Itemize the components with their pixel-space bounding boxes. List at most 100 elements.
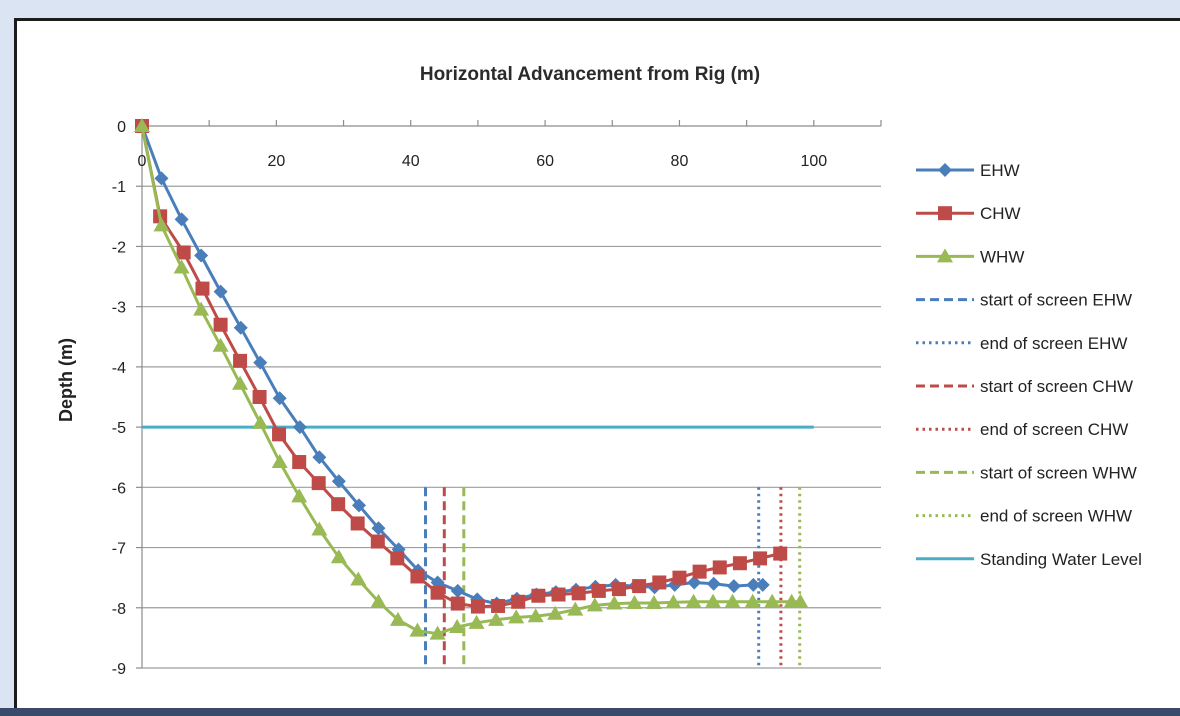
y-tick-label: 0 xyxy=(117,119,126,136)
data-point-ehw xyxy=(292,420,307,435)
data-point-chw xyxy=(692,564,707,579)
chart-title: Horizontal Advancement from Rig (m) xyxy=(420,64,760,85)
data-point-whw xyxy=(586,597,603,612)
y-tick-labels: 0 -1 -2 -3 -4 -5 -6 -7 -8 -9 xyxy=(112,119,126,678)
data-point-ehw xyxy=(755,577,770,592)
data-point-whw xyxy=(330,549,347,564)
y-tick-label: -2 xyxy=(112,239,126,256)
legend-marker-chw xyxy=(938,206,952,221)
y-tick-label: -4 xyxy=(112,360,126,377)
legend: EHW CHW WHW start of screen EHW end of scree… xyxy=(916,161,1142,569)
legend-label-whw: WHW xyxy=(980,247,1024,266)
legend-entry-chw: CHW xyxy=(916,204,1021,223)
legend-label-chw: CHW xyxy=(980,204,1021,223)
data-point-ehw xyxy=(213,284,228,299)
data-point-ehw xyxy=(272,391,287,406)
legend-entry-whw: WHW xyxy=(916,247,1024,266)
data-point-whw xyxy=(193,301,210,316)
legend-label-start-of-screen-whw: start of screen WHW xyxy=(980,463,1137,482)
data-point-chw xyxy=(753,551,768,566)
data-point-chw xyxy=(591,583,606,598)
data-point-whw xyxy=(744,593,761,608)
x-tick-label: 80 xyxy=(671,153,689,170)
x-tick-label: 100 xyxy=(800,153,827,170)
grid-lines xyxy=(136,120,882,669)
data-point-ehw xyxy=(726,579,741,594)
data-point-whw xyxy=(527,608,544,623)
data-point-chw xyxy=(712,560,727,575)
data-point-ehw xyxy=(746,577,761,592)
data-point-chw xyxy=(252,390,267,404)
data-point-whw xyxy=(134,118,150,132)
data-point-ehw xyxy=(331,474,346,489)
y-axis-label: Depth (m) xyxy=(56,338,76,422)
data-point-whw xyxy=(606,595,623,610)
y-tick-label: -7 xyxy=(112,541,126,558)
data-point-whw xyxy=(232,375,249,390)
legend-marker-ehw xyxy=(938,163,952,177)
data-point-chw xyxy=(491,598,506,613)
series-layer xyxy=(134,118,814,668)
data-point-whw xyxy=(547,605,564,620)
data-point-ehw xyxy=(253,355,268,370)
data-point-whw xyxy=(311,521,328,536)
series-chw xyxy=(135,119,788,614)
data-point-chw xyxy=(632,579,647,594)
data-point-chw xyxy=(292,455,307,470)
legend-label-start-of-screen-chw: start of screen CHW xyxy=(980,377,1133,396)
legend-label-end-of-screen-chw: end of screen CHW xyxy=(980,420,1128,439)
series-whw xyxy=(134,118,809,640)
data-point-whw xyxy=(409,622,426,637)
data-point-chw xyxy=(531,588,546,603)
data-point-whw xyxy=(291,488,308,503)
data-point-chw xyxy=(611,582,626,597)
x-tick-label: 20 xyxy=(267,153,285,170)
data-point-whw xyxy=(705,593,722,608)
legend-label-ehw: EHW xyxy=(980,161,1020,180)
window-bottom-strip xyxy=(0,708,1180,716)
data-point-ehw xyxy=(351,498,366,513)
data-point-ehw xyxy=(706,576,721,591)
data-point-whw xyxy=(792,593,809,608)
legend-entry-ehw: EHW xyxy=(916,161,1020,180)
data-point-ehw xyxy=(450,583,465,598)
legend-entry-end-of-screen-ehw: end of screen EHW xyxy=(916,334,1127,353)
data-point-chw xyxy=(410,569,425,584)
data-point-whw xyxy=(153,217,170,232)
y-tick-label: -6 xyxy=(112,480,126,497)
data-point-chw xyxy=(511,594,526,609)
data-point-whw xyxy=(468,614,485,629)
y-tick-label: -9 xyxy=(112,661,126,678)
data-point-whw xyxy=(429,625,446,640)
data-point-ehw xyxy=(687,575,702,590)
data-point-chw xyxy=(773,546,788,561)
legend-label-start-of-screen-ehw: start of screen EHW xyxy=(980,291,1132,310)
y-tick-label: -5 xyxy=(112,420,126,437)
data-point-chw xyxy=(370,534,385,549)
data-point-ehw xyxy=(233,320,248,335)
data-point-chw xyxy=(272,427,287,442)
legend-entry-end-of-screen-chw: end of screen CHW xyxy=(916,420,1128,439)
data-point-chw xyxy=(213,317,228,332)
legend-label-standing-water-level: Standing Water Level xyxy=(980,550,1142,569)
legend-label-end-of-screen-whw: end of screen WHW xyxy=(980,507,1132,526)
data-point-whw xyxy=(567,601,584,616)
data-point-whw xyxy=(271,454,288,469)
data-point-chw xyxy=(350,516,365,531)
data-point-chw xyxy=(571,586,586,601)
data-point-chw xyxy=(450,596,465,611)
data-point-chw xyxy=(551,587,566,602)
data-point-chw xyxy=(470,599,485,614)
data-point-chw xyxy=(176,245,191,260)
data-point-whw xyxy=(685,593,702,608)
data-point-whw xyxy=(626,594,643,609)
data-point-whw xyxy=(665,594,682,609)
data-point-whw xyxy=(252,414,269,429)
data-point-whw xyxy=(645,594,662,609)
data-point-chw xyxy=(430,585,445,600)
data-point-ehw xyxy=(174,212,189,227)
data-point-whw xyxy=(389,611,406,626)
legend-entry-end-of-screen-whw: end of screen WHW xyxy=(916,507,1132,526)
data-point-ehw xyxy=(194,248,209,263)
